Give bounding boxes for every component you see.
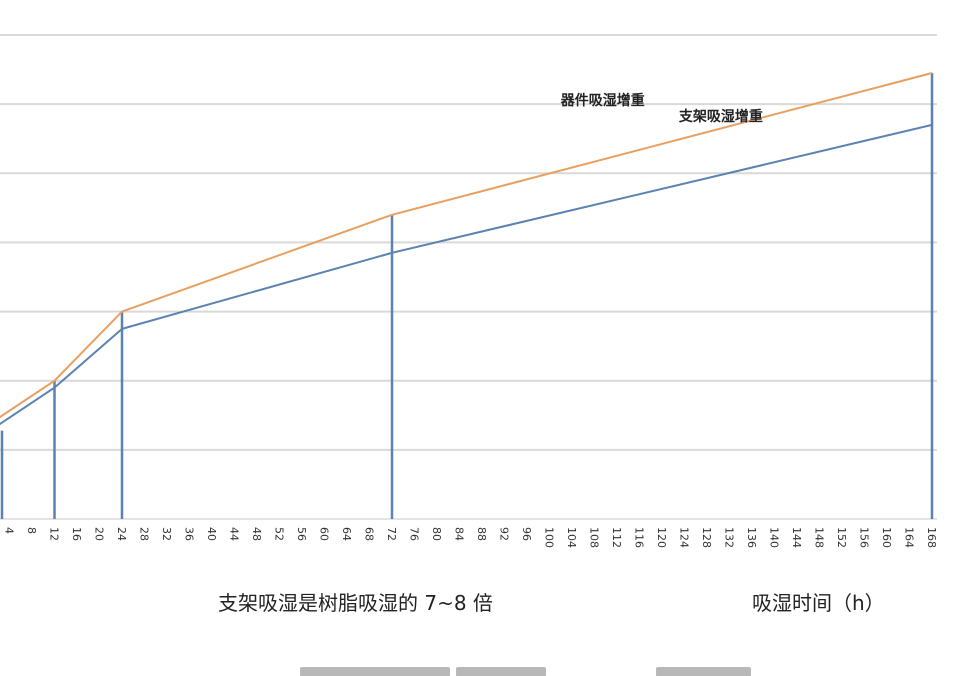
x-tick-label: 168	[925, 527, 938, 548]
x-axis-label: 吸湿时间（h）	[752, 591, 885, 615]
x-tick-label: 104	[565, 527, 578, 548]
x-tick-label: 12	[48, 527, 61, 541]
cropped-text-fragment	[300, 662, 760, 676]
x-tick: 44	[228, 527, 241, 541]
x-tick: 140	[768, 527, 781, 548]
series-label-device: 器件吸湿增重	[560, 92, 645, 109]
x-tick: 136	[745, 527, 758, 548]
x-tick-label: 28	[138, 527, 151, 541]
x-tick-label: 52	[273, 527, 286, 541]
series-label-bracket: 支架吸湿增重	[678, 108, 763, 125]
x-tick: 168	[925, 527, 938, 548]
x-tick-label: 44	[228, 527, 241, 541]
x-tick: 132	[723, 527, 736, 548]
x-tick-label: 80	[430, 527, 443, 541]
x-tick: 92	[498, 527, 511, 541]
x-tick: 32	[160, 527, 173, 541]
x-tick-label: 132	[723, 527, 736, 548]
x-tick: 64	[340, 527, 353, 541]
x-tick-label: 32	[160, 527, 173, 541]
x-tick: 24	[115, 527, 128, 541]
x-tick-label: 136	[745, 527, 758, 548]
x-tick: 124	[678, 527, 691, 548]
x-tick: 28	[138, 527, 151, 541]
x-tick: 112	[610, 527, 623, 548]
x-tick: 12	[48, 527, 61, 541]
x-tick: 144	[790, 527, 803, 548]
x-tick-label: 112	[610, 527, 623, 548]
x-tick: 60	[318, 527, 331, 541]
x-tick-label: 164	[903, 527, 916, 548]
x-tick: 36	[183, 527, 196, 541]
x-tick: 116	[633, 527, 646, 548]
series-line-device	[0, 72, 933, 419]
x-tick: 8	[25, 527, 38, 534]
x-tick: 100	[543, 527, 556, 548]
x-tick-label: 72	[385, 527, 398, 541]
x-tick: 84	[453, 527, 466, 541]
x-tick-label: 16	[70, 527, 83, 541]
x-tick-label: 140	[768, 527, 781, 548]
x-tick: 108	[588, 527, 601, 548]
x-tick: 40	[205, 527, 218, 541]
x-tick: 80	[430, 527, 443, 541]
annotation-text: 支架吸湿是树脂吸湿的 7~8 倍	[218, 591, 493, 615]
x-tick-label: 96	[520, 527, 533, 541]
x-tick-label: 64	[340, 527, 353, 541]
x-tick-label: 92	[498, 527, 511, 541]
x-tick-label: 68	[363, 527, 376, 541]
x-tick: 148	[813, 527, 826, 548]
x-tick: 56	[295, 527, 308, 541]
x-tick-label: 60	[318, 527, 331, 541]
x-tick-label: 128	[700, 527, 713, 548]
x-tick-label: 56	[295, 527, 308, 541]
x-tick-label: 120	[655, 527, 668, 548]
x-tick: 156	[858, 527, 871, 548]
x-tick-label: 8	[25, 527, 38, 534]
x-tick: 104	[565, 527, 578, 548]
x-tick: 152	[835, 527, 848, 548]
x-tick: 128	[700, 527, 713, 548]
x-tick: 20	[93, 527, 106, 541]
x-tick-label: 148	[813, 527, 826, 548]
x-tick: 48	[250, 527, 263, 541]
x-tick-label: 48	[250, 527, 263, 541]
x-tick: 72	[385, 527, 398, 541]
series-line-bracket	[0, 123, 933, 426]
vertical-marker-lines	[0, 73, 934, 519]
x-tick-label: 40	[205, 527, 218, 541]
x-tick-label: 144	[790, 527, 803, 548]
x-tick-label: 24	[115, 527, 128, 541]
x-tick: 160	[880, 527, 893, 548]
x-tick: 16	[70, 527, 83, 541]
series-lines	[0, 72, 933, 426]
x-tick-label: 156	[858, 527, 871, 548]
x-tick-label: 84	[453, 527, 466, 541]
x-tick-label: 20	[93, 527, 106, 541]
x-tick-label: 160	[880, 527, 893, 548]
x-tick-label: 76	[408, 527, 421, 541]
x-tick-label: 116	[633, 527, 646, 548]
x-tick: 76	[408, 527, 421, 541]
x-tick-label: 88	[475, 527, 488, 541]
x-tick-labels: 4 8 12 16 20 24 28 32 36 40 44 48 52 56 60 64 68 72 76 80 84…	[3, 527, 939, 548]
x-tick-label: 152	[835, 527, 848, 548]
x-tick: 96	[520, 527, 533, 541]
grid-lines	[0, 34, 937, 520]
x-tick: 120	[655, 527, 668, 548]
x-tick-label: 36	[183, 527, 196, 541]
x-tick-label: 4	[3, 527, 16, 534]
x-tick: 52	[273, 527, 286, 541]
x-tick-label: 100	[543, 527, 556, 548]
x-tick: 68	[363, 527, 376, 541]
x-tick: 164	[903, 527, 916, 548]
x-tick: 88	[475, 527, 488, 541]
x-tick-label: 108	[588, 527, 601, 548]
x-tick: 4	[3, 527, 16, 534]
x-tick-label: 124	[678, 527, 691, 548]
